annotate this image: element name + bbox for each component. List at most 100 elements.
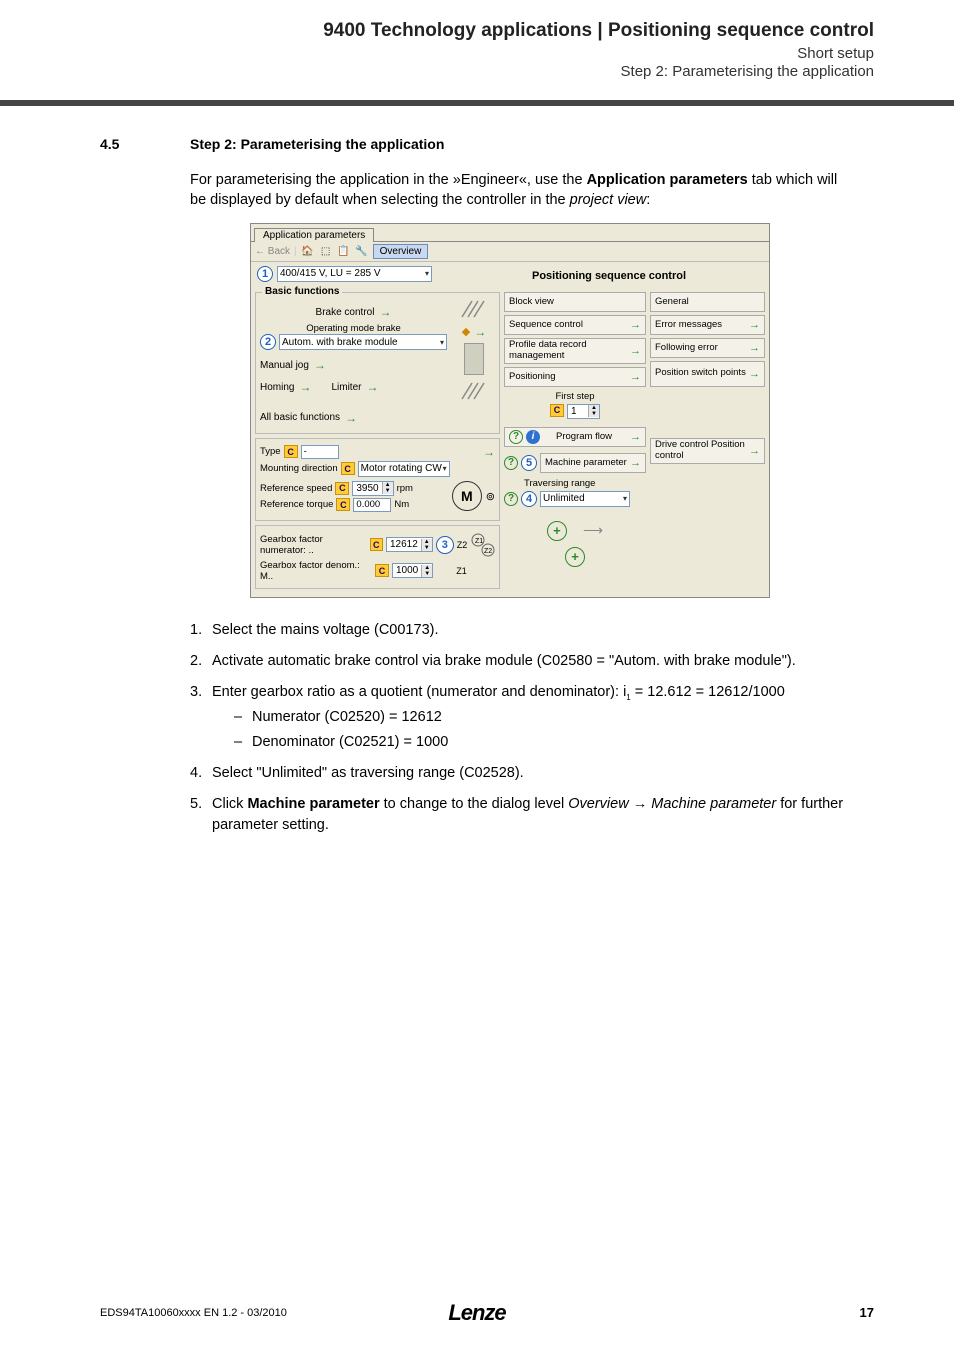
arrow-icon: → bbox=[345, 411, 357, 425]
arrow-icon: → bbox=[630, 371, 641, 383]
toolbar-collapse-icon[interactable]: ⬚ bbox=[319, 244, 333, 258]
header-sub1: Short setup bbox=[100, 45, 874, 62]
arrow-icon: → bbox=[630, 431, 641, 443]
gear-pair-icon: Z1Z2 bbox=[470, 532, 495, 558]
gb-den-spinbox[interactable]: 1000▲▼ bbox=[392, 563, 433, 578]
basic-functions-legend: Basic functions bbox=[262, 286, 342, 297]
position-switch-button[interactable]: Position switch points→ bbox=[650, 361, 765, 387]
c-badge[interactable]: C bbox=[336, 498, 350, 511]
nm-label: Nm bbox=[394, 499, 409, 510]
gb-num-spinbox[interactable]: 12612▲▼ bbox=[386, 537, 433, 552]
toolbar-view-icon[interactable]: 📋 bbox=[337, 244, 351, 258]
block-view-button[interactable]: Block view bbox=[504, 292, 646, 312]
arrow-icon: → bbox=[630, 319, 641, 331]
c-badge[interactable]: C bbox=[341, 462, 355, 475]
manual-jog-link[interactable]: Manual jog bbox=[260, 360, 309, 371]
z1-label: Z1 bbox=[456, 566, 467, 576]
content: 4.5 Step 2: Parameterising the applicati… bbox=[0, 106, 954, 836]
right-column: Block view Sequence control→ Profile dat… bbox=[504, 292, 765, 593]
type-field[interactable]: - bbox=[301, 445, 339, 459]
header-sub2: Step 2: Parameterising the application bbox=[100, 63, 874, 80]
motor-body-icon bbox=[464, 343, 484, 375]
intro-bold: Application parameters bbox=[587, 172, 748, 188]
positioning-button[interactable]: Positioning→ bbox=[504, 367, 646, 387]
intro-text-3: : bbox=[646, 192, 650, 208]
motor-group: Type C - → Mounting direction C Motor ro… bbox=[255, 438, 500, 521]
callout-3: 3 bbox=[436, 536, 454, 554]
c-badge[interactable]: C bbox=[550, 404, 564, 417]
section-number: 4.5 bbox=[100, 136, 190, 152]
arrow-icon: → bbox=[749, 342, 760, 354]
c-badge[interactable]: C bbox=[375, 564, 389, 577]
encoder-icon: ⊚ bbox=[486, 490, 495, 503]
mains-voltage-value: 400/415 V, LU = 285 V bbox=[280, 268, 381, 279]
limiter-link[interactable]: Limiter bbox=[331, 382, 361, 393]
c-badge[interactable]: C bbox=[284, 445, 298, 458]
c-badge[interactable]: C bbox=[370, 538, 383, 551]
trav-range-dropdown[interactable]: Unlimited bbox=[540, 491, 630, 507]
ref-torque-field[interactable]: 0.000 bbox=[353, 498, 391, 512]
program-flow-button[interactable]: ? i Program flow → bbox=[504, 427, 646, 447]
basic-functions-group: Basic functions Brake control → Operatin… bbox=[255, 292, 500, 434]
ref-speed-spinbox[interactable]: 3950▲▼ bbox=[352, 481, 393, 496]
list-item: 5. Click Machine parameter to change to … bbox=[190, 794, 854, 836]
section-title: Step 2: Parameterising the application bbox=[190, 136, 444, 152]
op-mode-brake-label: Operating mode brake bbox=[260, 323, 447, 334]
gearbox-group: Gearbox factor numerator: .. C 12612▲▼ 3… bbox=[255, 525, 500, 589]
far-right-column: General Error messages→ Following error→… bbox=[650, 292, 765, 593]
first-step-spinbox[interactable]: 1▲▼ bbox=[567, 404, 600, 419]
mains-voltage-dropdown[interactable]: 400/415 V, LU = 285 V bbox=[277, 266, 432, 282]
toolbar-nav-up-icon[interactable]: 🏠 bbox=[301, 244, 315, 258]
page-footer: EDS94TA10060xxxx EN 1.2 - 03/2010 Lenze … bbox=[0, 1305, 954, 1320]
coupling-top-icon bbox=[460, 297, 488, 321]
back-button[interactable]: ← Back bbox=[255, 246, 290, 257]
svg-text:Z1: Z1 bbox=[475, 538, 483, 545]
motor-symbol-icon: M bbox=[452, 481, 482, 511]
arrow-icon: → bbox=[314, 358, 326, 372]
following-error-button[interactable]: Following error→ bbox=[650, 338, 765, 358]
list-item: 3. Enter gearbox ratio as a quotient (nu… bbox=[190, 682, 854, 754]
toolbar-tree-icon[interactable]: 🔧 bbox=[355, 244, 369, 258]
instruction-list: 1. Select the mains voltage (C00173). 2.… bbox=[190, 620, 854, 837]
c-badge[interactable]: C bbox=[335, 482, 349, 495]
list-item: 2. Activate automatic brake control via … bbox=[190, 651, 854, 672]
mounting-dropdown[interactable]: Motor rotating CW bbox=[358, 461, 450, 477]
list-text: Enter gearbox ratio as a quotient (numer… bbox=[212, 682, 854, 754]
arrow-icon: → bbox=[474, 325, 486, 339]
arrow-right-icon: ⟶ bbox=[583, 522, 603, 539]
sequence-control-button[interactable]: Sequence control→ bbox=[504, 315, 646, 335]
intro-paragraph: For parameterising the application in th… bbox=[190, 170, 854, 211]
section-heading-row: 4.5 Step 2: Parameterising the applicati… bbox=[100, 136, 854, 152]
overview-button[interactable]: Overview bbox=[373, 244, 429, 259]
machine-parameter-button[interactable]: Machine parameter→ bbox=[540, 453, 646, 473]
callout-4: 4 bbox=[521, 491, 537, 507]
first-step-label: First step bbox=[504, 391, 646, 402]
mounting-label: Mounting direction bbox=[260, 463, 338, 474]
coupling-bottom-icon bbox=[460, 379, 488, 403]
panel-title: Positioning sequence control bbox=[502, 267, 686, 285]
list-number: 2. bbox=[190, 651, 212, 672]
brake-mode-dropdown[interactable]: Autom. with brake module bbox=[279, 334, 447, 350]
toolbar: ← Back | 🏠 ⬚ 📋 🔧 Overview bbox=[251, 242, 769, 262]
callout-5: 5 bbox=[521, 455, 537, 471]
list-text: Click Machine parameter to change to the… bbox=[212, 794, 854, 836]
trav-range-label: Traversing range bbox=[524, 478, 646, 489]
footer-docid: EDS94TA10060xxxx EN 1.2 - 03/2010 bbox=[100, 1307, 287, 1319]
list-item: 1. Select the mains voltage (C00173). bbox=[190, 620, 854, 641]
footer-brand: Lenze bbox=[448, 1300, 505, 1326]
all-basic-functions-link[interactable]: All basic functions bbox=[260, 412, 340, 423]
list-sub-item: –Denominator (C02521) = 1000 bbox=[234, 732, 854, 753]
homing-link[interactable]: Homing bbox=[260, 382, 294, 393]
profile-mgmt-button[interactable]: Profile data record management→ bbox=[504, 338, 646, 364]
drive-control-button[interactable]: Drive control Position control→ bbox=[650, 438, 765, 464]
list-item: 4. Select "Unlimited" as traversing rang… bbox=[190, 763, 854, 784]
general-button[interactable]: General bbox=[650, 292, 765, 312]
gb-den-label: Gearbox factor denom.: M.. bbox=[260, 560, 372, 582]
page-header: 9400 Technology applications | Positioni… bbox=[0, 0, 954, 92]
z2-label: Z2 bbox=[457, 540, 468, 550]
arrow-icon: → bbox=[379, 305, 391, 319]
footer-page-number: 17 bbox=[860, 1305, 874, 1320]
tab-app-parameters[interactable]: Application parameters bbox=[254, 228, 374, 242]
error-messages-button[interactable]: Error messages→ bbox=[650, 315, 765, 335]
brake-control-link[interactable]: Brake control bbox=[316, 307, 375, 318]
